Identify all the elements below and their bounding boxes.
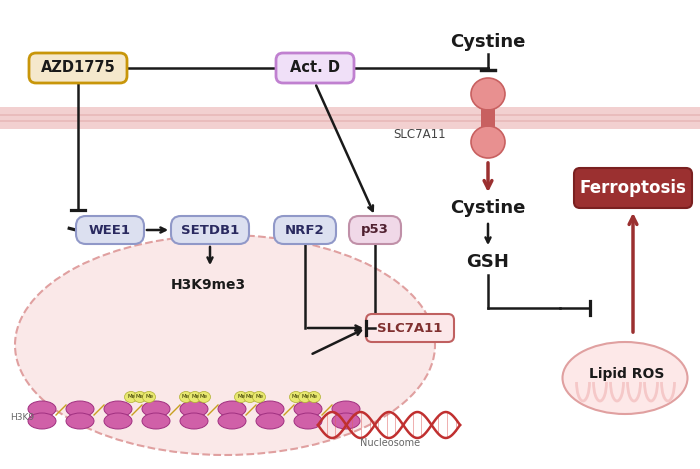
Ellipse shape: [290, 392, 302, 402]
Text: Lipid ROS: Lipid ROS: [589, 367, 665, 381]
Ellipse shape: [294, 413, 322, 429]
Text: SLC7A11: SLC7A11: [393, 128, 446, 141]
Bar: [481, 109, 495, 127]
FancyBboxPatch shape: [171, 216, 249, 244]
Ellipse shape: [134, 392, 146, 402]
Text: SLC7A11: SLC7A11: [377, 322, 442, 334]
Ellipse shape: [188, 392, 202, 402]
Text: Cystine: Cystine: [450, 199, 526, 217]
Text: GSH: GSH: [467, 253, 510, 271]
Ellipse shape: [28, 401, 56, 417]
Text: Me: Me: [237, 394, 245, 400]
Text: H3K9me3: H3K9me3: [170, 278, 246, 292]
Text: Me: Me: [127, 394, 135, 400]
Text: Nucleosome: Nucleosome: [360, 438, 420, 448]
Text: NRF2: NRF2: [285, 224, 325, 236]
Ellipse shape: [180, 401, 208, 417]
Ellipse shape: [244, 392, 256, 402]
Ellipse shape: [332, 413, 360, 429]
Text: Me: Me: [136, 394, 144, 400]
Text: Me: Me: [191, 394, 199, 400]
Ellipse shape: [471, 126, 505, 158]
Ellipse shape: [104, 413, 132, 429]
Ellipse shape: [234, 392, 248, 402]
Text: Me: Me: [246, 394, 254, 400]
Ellipse shape: [180, 413, 208, 429]
FancyBboxPatch shape: [349, 216, 401, 244]
FancyBboxPatch shape: [574, 168, 692, 208]
Ellipse shape: [15, 235, 435, 455]
Ellipse shape: [104, 401, 132, 417]
Ellipse shape: [142, 413, 170, 429]
Ellipse shape: [294, 401, 322, 417]
Text: Me: Me: [301, 394, 309, 400]
Ellipse shape: [253, 392, 265, 402]
FancyBboxPatch shape: [366, 314, 454, 342]
Ellipse shape: [332, 401, 360, 417]
Ellipse shape: [563, 342, 687, 414]
Ellipse shape: [298, 392, 312, 402]
Ellipse shape: [256, 401, 284, 417]
Text: Me: Me: [200, 394, 208, 400]
Text: Ferroptosis: Ferroptosis: [580, 179, 687, 197]
Text: Me: Me: [255, 394, 263, 400]
Ellipse shape: [66, 401, 94, 417]
Text: WEE1: WEE1: [89, 224, 131, 236]
FancyBboxPatch shape: [274, 216, 336, 244]
FancyBboxPatch shape: [29, 53, 127, 83]
Ellipse shape: [307, 392, 321, 402]
Text: Me: Me: [310, 394, 318, 400]
Text: Me: Me: [292, 394, 300, 400]
Ellipse shape: [218, 413, 246, 429]
Text: H3K9: H3K9: [10, 413, 34, 422]
Ellipse shape: [125, 392, 137, 402]
Ellipse shape: [142, 401, 170, 417]
Ellipse shape: [28, 413, 56, 429]
Text: AZD1775: AZD1775: [41, 61, 116, 76]
FancyBboxPatch shape: [276, 53, 354, 83]
Ellipse shape: [218, 401, 246, 417]
Text: Me: Me: [182, 394, 190, 400]
Ellipse shape: [143, 392, 155, 402]
Ellipse shape: [471, 78, 505, 110]
Text: Act. D: Act. D: [290, 61, 340, 76]
Text: SETDB1: SETDB1: [181, 224, 239, 236]
Text: Me: Me: [145, 394, 153, 400]
Text: p53: p53: [361, 224, 389, 236]
FancyBboxPatch shape: [76, 216, 144, 244]
Ellipse shape: [66, 413, 94, 429]
Text: Cystine: Cystine: [450, 33, 526, 51]
Ellipse shape: [256, 413, 284, 429]
Ellipse shape: [179, 392, 193, 402]
Ellipse shape: [197, 392, 211, 402]
Bar: [0, 107, 700, 129]
